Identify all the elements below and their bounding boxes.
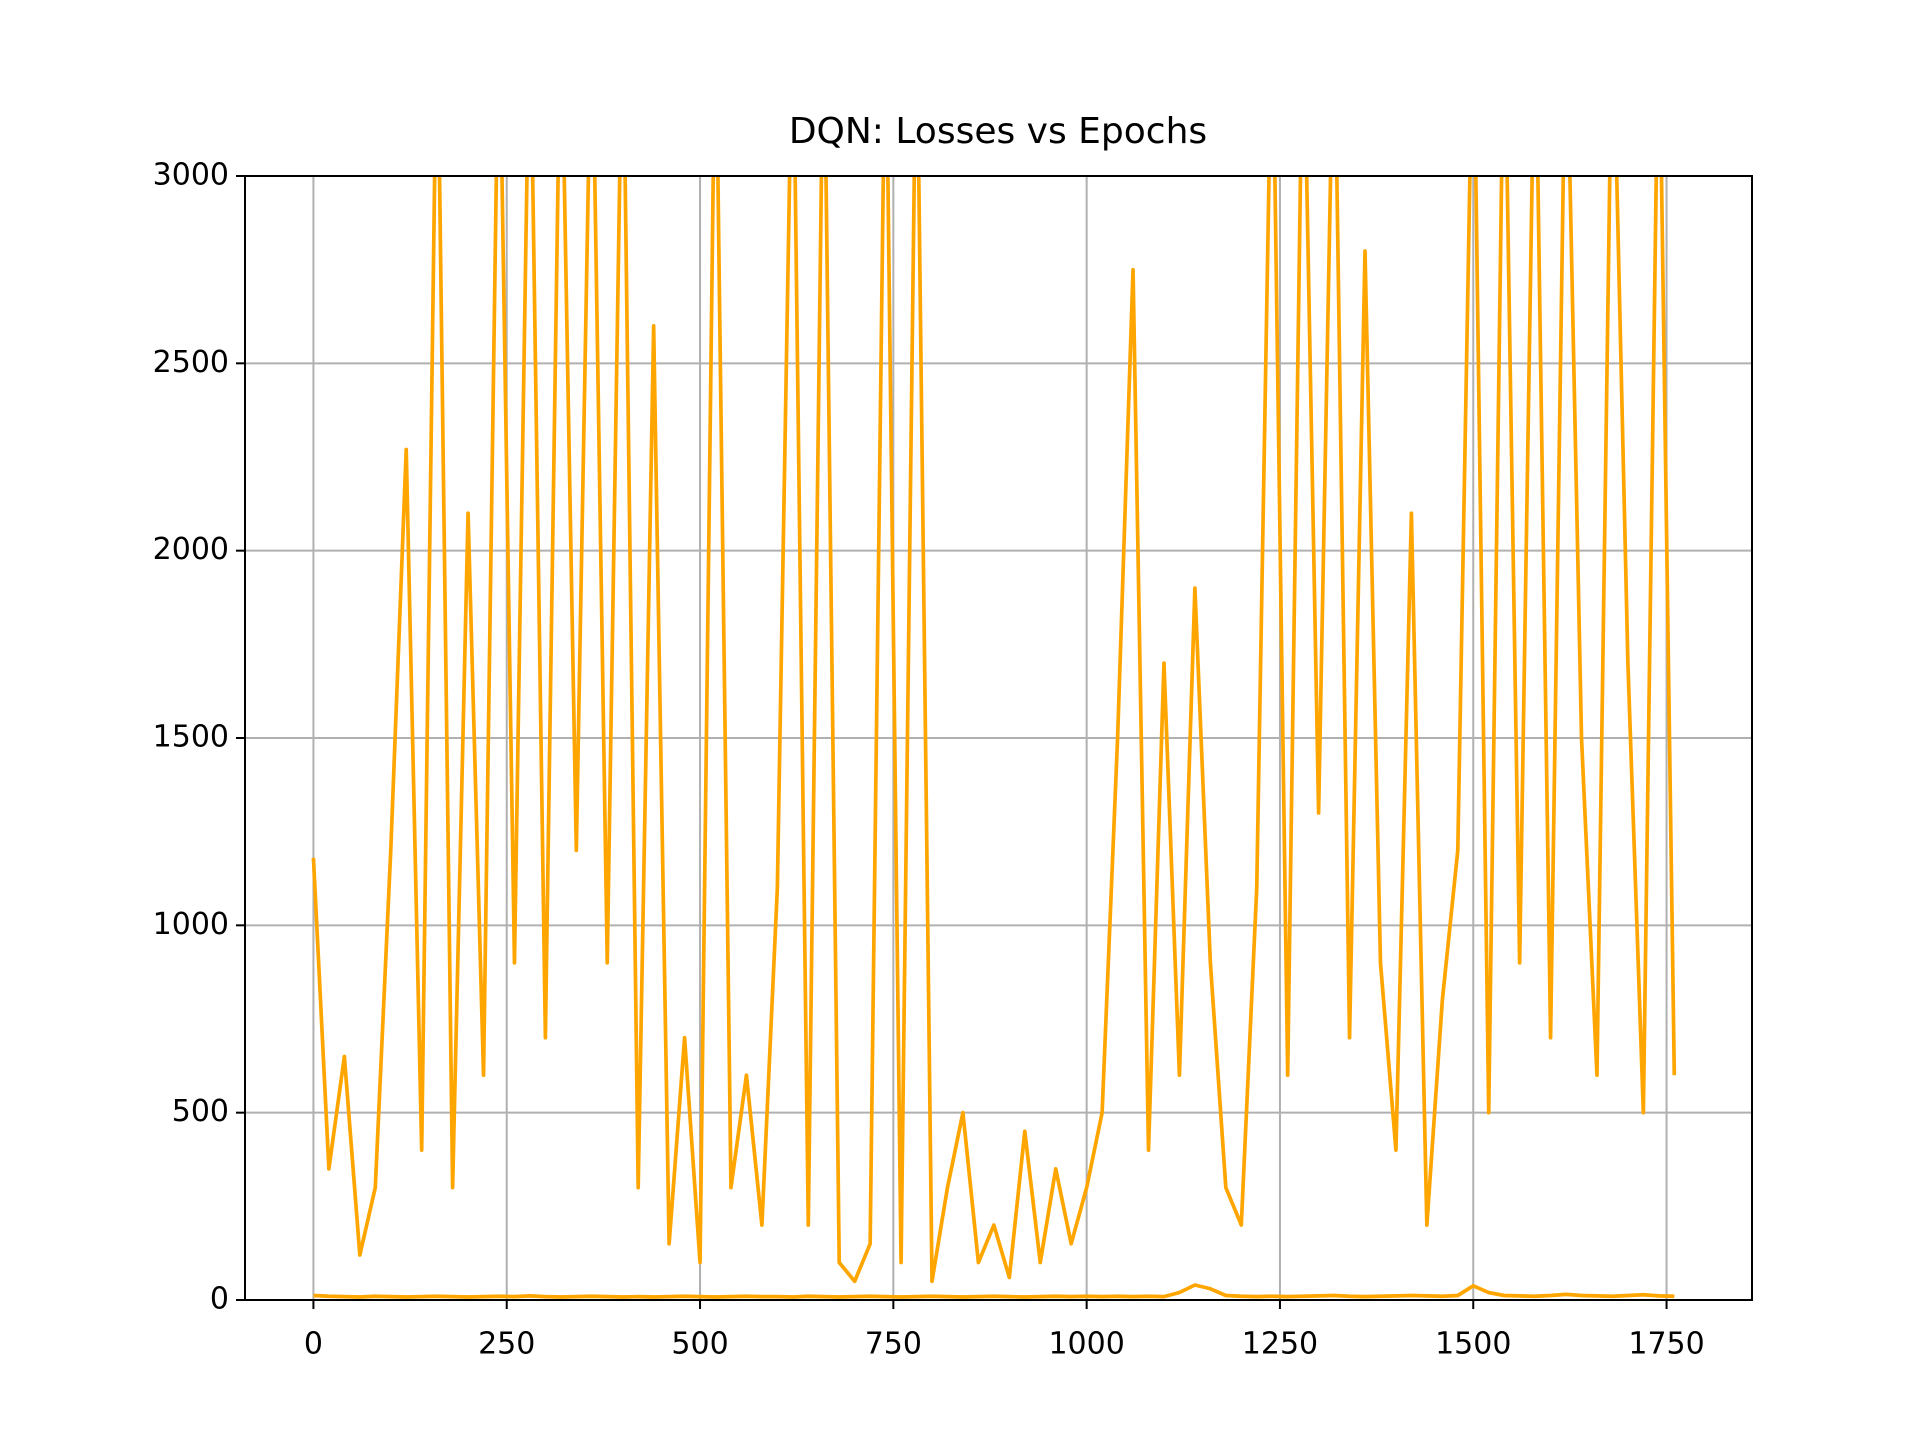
loss-line (311, 176, 1677, 1284)
x-tick-label: 1500 (1435, 1327, 1511, 1362)
y-tick-label: 1000 (153, 907, 229, 942)
x-tick-label: 250 (478, 1327, 535, 1362)
chart-title: DQN: Losses vs Epochs (789, 111, 1207, 152)
x-tick-label: 0 (304, 1327, 323, 1362)
y-tick-label: 1500 (153, 720, 229, 755)
x-tick-label: 1000 (1048, 1327, 1124, 1362)
y-tick-label: 2500 (153, 345, 229, 380)
x-tick-label: 1750 (1628, 1327, 1704, 1362)
y-tick-label: 0 (210, 1282, 229, 1317)
axes-frame (244, 175, 1753, 1301)
y-tick-label: 3000 (153, 158, 229, 193)
x-tick-label: 500 (671, 1327, 728, 1362)
plot-area (311, 176, 1677, 1299)
x-tick-label: 750 (865, 1327, 922, 1362)
x-tick-label: 1250 (1242, 1327, 1318, 1362)
y-tick-label: 2000 (153, 532, 229, 567)
loss-line (313, 1283, 1675, 1299)
y-tick-label: 500 (172, 1094, 229, 1129)
